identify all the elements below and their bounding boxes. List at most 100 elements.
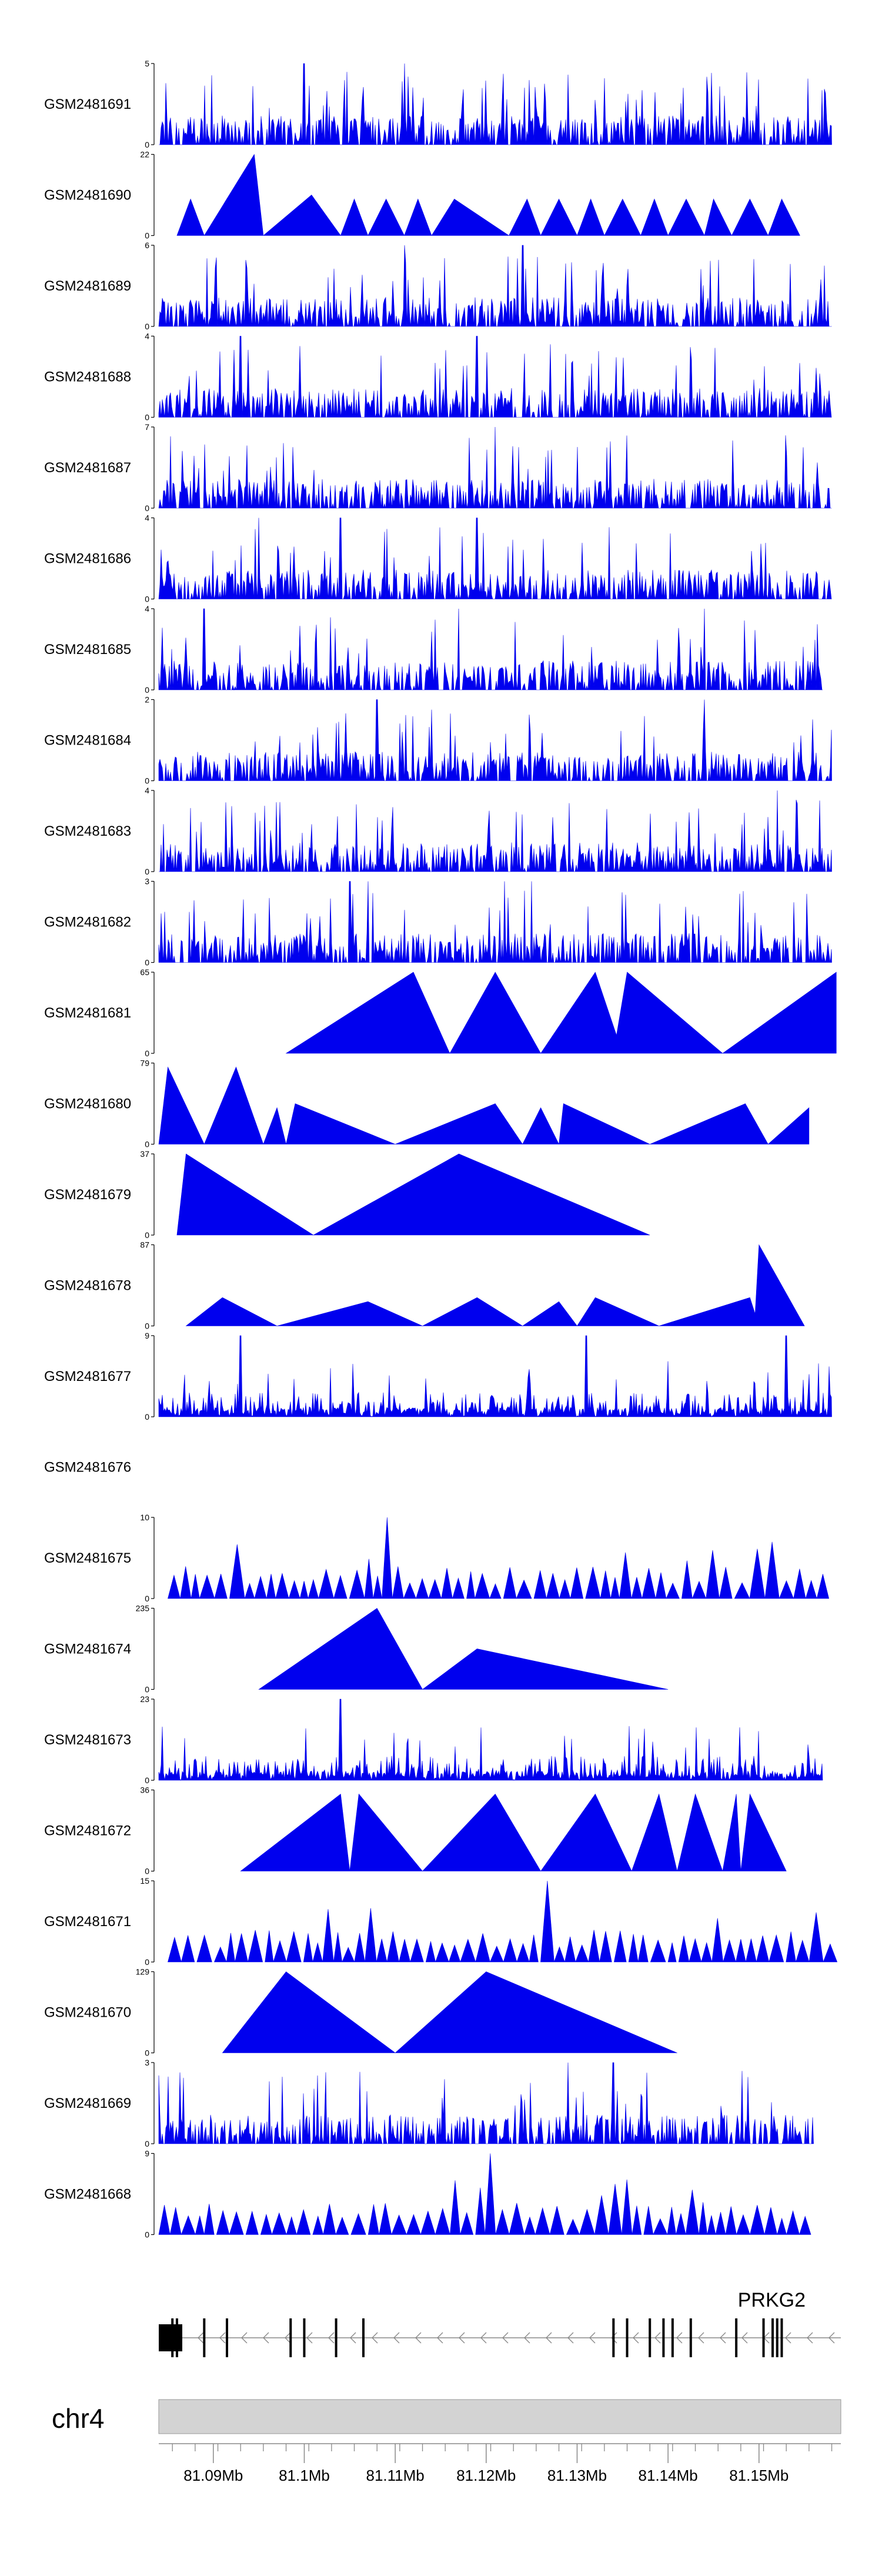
y-min-label: 0: [145, 867, 149, 876]
strand-arrow: [415, 2332, 422, 2344]
y-max-label: 5: [145, 59, 149, 68]
strand-arrow: [676, 2332, 683, 2344]
coverage-area: [158, 1335, 832, 1417]
axis-tick-label: 81.14Mb: [639, 2467, 698, 2484]
track-label: GSM2481669: [44, 2095, 131, 2111]
genome-axis: chr4 81.09Mb 81.1Mb 81.11Mb 81.12Mb 81.13Mb 81…: [52, 2399, 841, 2484]
track-label: GSM2481683: [44, 823, 131, 839]
strand-arrow: [785, 2332, 791, 2344]
track-GSM2481689: GSM2481689 6 0: [44, 241, 832, 331]
axis-tick-label: 81.13Mb: [547, 2467, 607, 2484]
strand-arrow: [567, 2332, 574, 2344]
strand-arrow: [741, 2332, 748, 2344]
track-label: GSM2481680: [44, 1096, 131, 1112]
coverage-area: [222, 1971, 677, 2053]
coverage-area: [158, 881, 832, 963]
y-min-label: 0: [145, 958, 149, 967]
exon-mark: [780, 2318, 783, 2357]
y-min-label: 0: [145, 1685, 149, 1694]
coverage-area: [258, 1608, 669, 1690]
track-GSM2481669: GSM2481669 3 0: [44, 2058, 814, 2148]
exon-mark: [171, 2318, 174, 2357]
track-label: GSM2481677: [44, 1369, 131, 1384]
y-min-label: 0: [145, 1230, 149, 1240]
y-max-label: 235: [136, 1604, 150, 1613]
track-GSM2481675: GSM2481675 10 0: [44, 1513, 830, 1603]
coverage-area: [158, 699, 832, 781]
coverage-area: [159, 63, 832, 145]
track-GSM2481688: GSM2481688 4 0: [44, 332, 832, 422]
y-max-label: 129: [136, 1967, 150, 1977]
coverage-area: [176, 154, 800, 236]
y-max-label: 2: [145, 695, 149, 705]
track-GSM2481690: GSM2481690 22 0: [44, 150, 800, 241]
strand-arrow: [502, 2332, 509, 2344]
y-max-label: 4: [145, 604, 149, 613]
axis-tick-label: 81.11Mb: [366, 2467, 425, 2484]
strand-arrow: [633, 2332, 639, 2344]
y-max-label: 4: [145, 513, 149, 523]
track-label: GSM2481674: [44, 1641, 131, 1657]
y-max-label: 3: [145, 2058, 149, 2067]
y-min-label: 0: [145, 1049, 149, 1058]
track-GSM2481670: GSM2481670 129 0: [44, 1967, 677, 2058]
strand-arrow: [263, 2332, 269, 2344]
axis-tick-label: 81.12Mb: [456, 2467, 516, 2484]
track-label: GSM2481690: [44, 188, 131, 203]
strand-arrow: [437, 2332, 443, 2344]
track-GSM2481687: GSM2481687 7 0: [44, 422, 832, 513]
coverage-area: [158, 608, 823, 691]
coverage-area: [158, 1066, 810, 1144]
exon-mark: [226, 2318, 228, 2357]
strand-arrow: [350, 2332, 356, 2344]
y-min-label: 0: [145, 685, 149, 695]
track-label: GSM2481681: [44, 1005, 131, 1021]
coverage-area: [159, 790, 832, 872]
axis-tick-label: 81.15Mb: [729, 2467, 789, 2484]
exon-mark: [662, 2318, 665, 2357]
track-label: GSM2481688: [44, 369, 131, 385]
y-max-label: 15: [140, 1876, 149, 1886]
exon-mark: [735, 2318, 738, 2357]
strand-arrow: [654, 2332, 661, 2344]
exon-mark: [289, 2318, 292, 2357]
strand-arrow: [372, 2332, 378, 2344]
exon-mark: [671, 2318, 674, 2357]
y-min-label: 0: [145, 776, 149, 786]
track-label: GSM2481689: [44, 278, 131, 294]
strand-arrow: [698, 2332, 704, 2344]
track-label: GSM2481673: [44, 1732, 131, 1748]
y-min-label: 0: [145, 231, 149, 241]
track-label: GSM2481684: [44, 733, 131, 749]
coverage-area: [240, 1793, 787, 1871]
strand-arrow: [546, 2332, 552, 2344]
y-max-label: 6: [145, 241, 149, 250]
ideogram-bar: [158, 2399, 841, 2434]
track-label: GSM2481686: [44, 551, 131, 567]
track-label: GSM2481682: [44, 915, 131, 930]
track-label: GSM2481679: [44, 1187, 131, 1203]
track-label: GSM2481678: [44, 1278, 131, 1294]
track-GSM2481691: GSM2481691 5 0: [44, 59, 832, 149]
strand-arrow: [720, 2332, 726, 2344]
exon-mark: [612, 2318, 615, 2357]
y-min-label: 0: [145, 140, 149, 149]
y-max-label: 79: [140, 1059, 149, 1068]
strand-arrow: [807, 2332, 813, 2344]
track-GSM2481668: GSM2481668 9 0: [44, 2149, 811, 2240]
y-min-label: 0: [145, 1594, 149, 1603]
y-min-label: 0: [145, 1776, 149, 1785]
exon-mark: [175, 2318, 178, 2357]
y-max-label: 23: [140, 1694, 149, 1704]
coverage-area: [158, 336, 832, 418]
strand-arrow: [306, 2332, 313, 2344]
exon-mark: [362, 2318, 365, 2357]
coverage-area: [158, 426, 832, 509]
track-label: GSM2481691: [44, 96, 131, 112]
strand-arrow: [828, 2332, 835, 2344]
gene-track: PRKG2: [159, 2289, 841, 2357]
strand-arrow: [480, 2332, 487, 2344]
y-max-label: 37: [140, 1149, 149, 1159]
y-max-label: 9: [145, 2149, 149, 2158]
